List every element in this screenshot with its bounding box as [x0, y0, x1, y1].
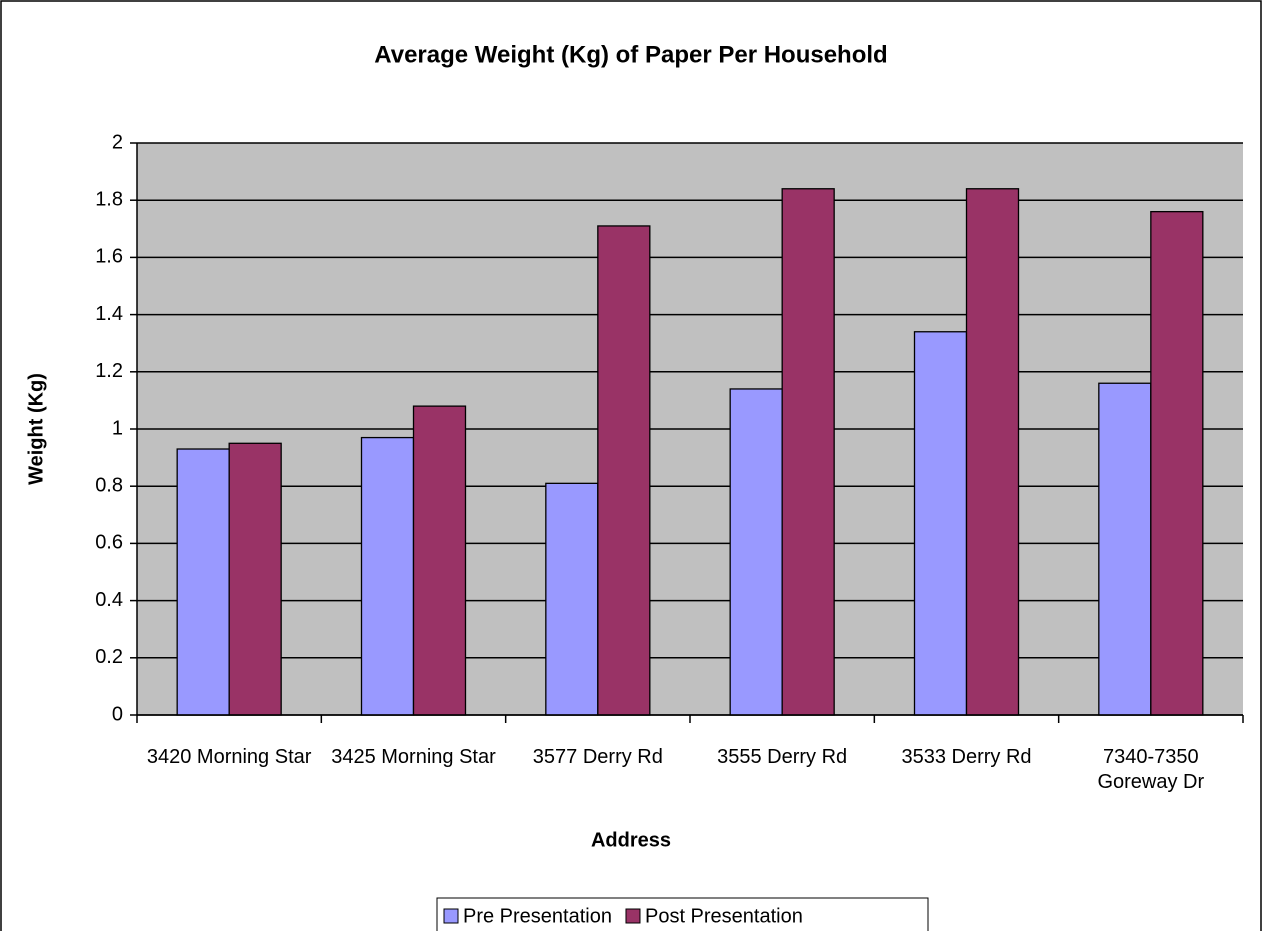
- y-tick-label: 1.6: [95, 246, 123, 268]
- legend-box: [436, 897, 929, 931]
- x-tick-label: 7340-7350 Goreway Dr: [1097, 746, 1205, 793]
- legend-swatch: [443, 908, 459, 924]
- bar: [1098, 382, 1152, 716]
- bar: [729, 388, 783, 716]
- y-tick-label: 0: [112, 703, 123, 725]
- bar: [597, 225, 651, 716]
- x-axis-title: Address: [591, 829, 671, 851]
- bar: [781, 188, 835, 716]
- chart-title: Average Weight (Kg) of Paper Per Househo…: [374, 41, 887, 68]
- y-tick-label: 2: [112, 131, 123, 153]
- legend-swatch: [625, 908, 641, 924]
- legend-label: Pre Presentation: [463, 905, 612, 927]
- y-tick-label: 0.6: [95, 532, 123, 554]
- y-tick-label: 1: [112, 417, 123, 439]
- bar: [412, 405, 467, 716]
- y-axis-title: Weight (Kg): [25, 373, 47, 485]
- x-tick-label: 3425 Morning Star: [331, 746, 496, 768]
- y-tick-label: 1.2: [95, 360, 123, 382]
- x-tick-label: 3420 Morning Star: [146, 746, 312, 768]
- bar: [545, 482, 599, 716]
- bar: [176, 448, 230, 716]
- bar: [913, 331, 968, 716]
- y-tick-label: 1.8: [95, 188, 123, 210]
- bar: [965, 188, 1020, 716]
- bar: [360, 436, 415, 716]
- x-tick-label: 3533 Derry Rd: [901, 746, 1032, 768]
- legend-label: Post Presentation: [645, 905, 803, 927]
- y-tick-label: 0.2: [95, 646, 123, 668]
- y-tick-label: 1.4: [95, 303, 123, 325]
- y-tick-label: 0.4: [95, 589, 123, 611]
- y-tick-label: 0.8: [95, 474, 123, 496]
- x-tick-label: 3577 Derry Rd: [532, 746, 663, 768]
- x-tick-label: 3555 Derry Rd: [717, 746, 848, 768]
- bar: [228, 442, 282, 716]
- bar: [1150, 210, 1204, 716]
